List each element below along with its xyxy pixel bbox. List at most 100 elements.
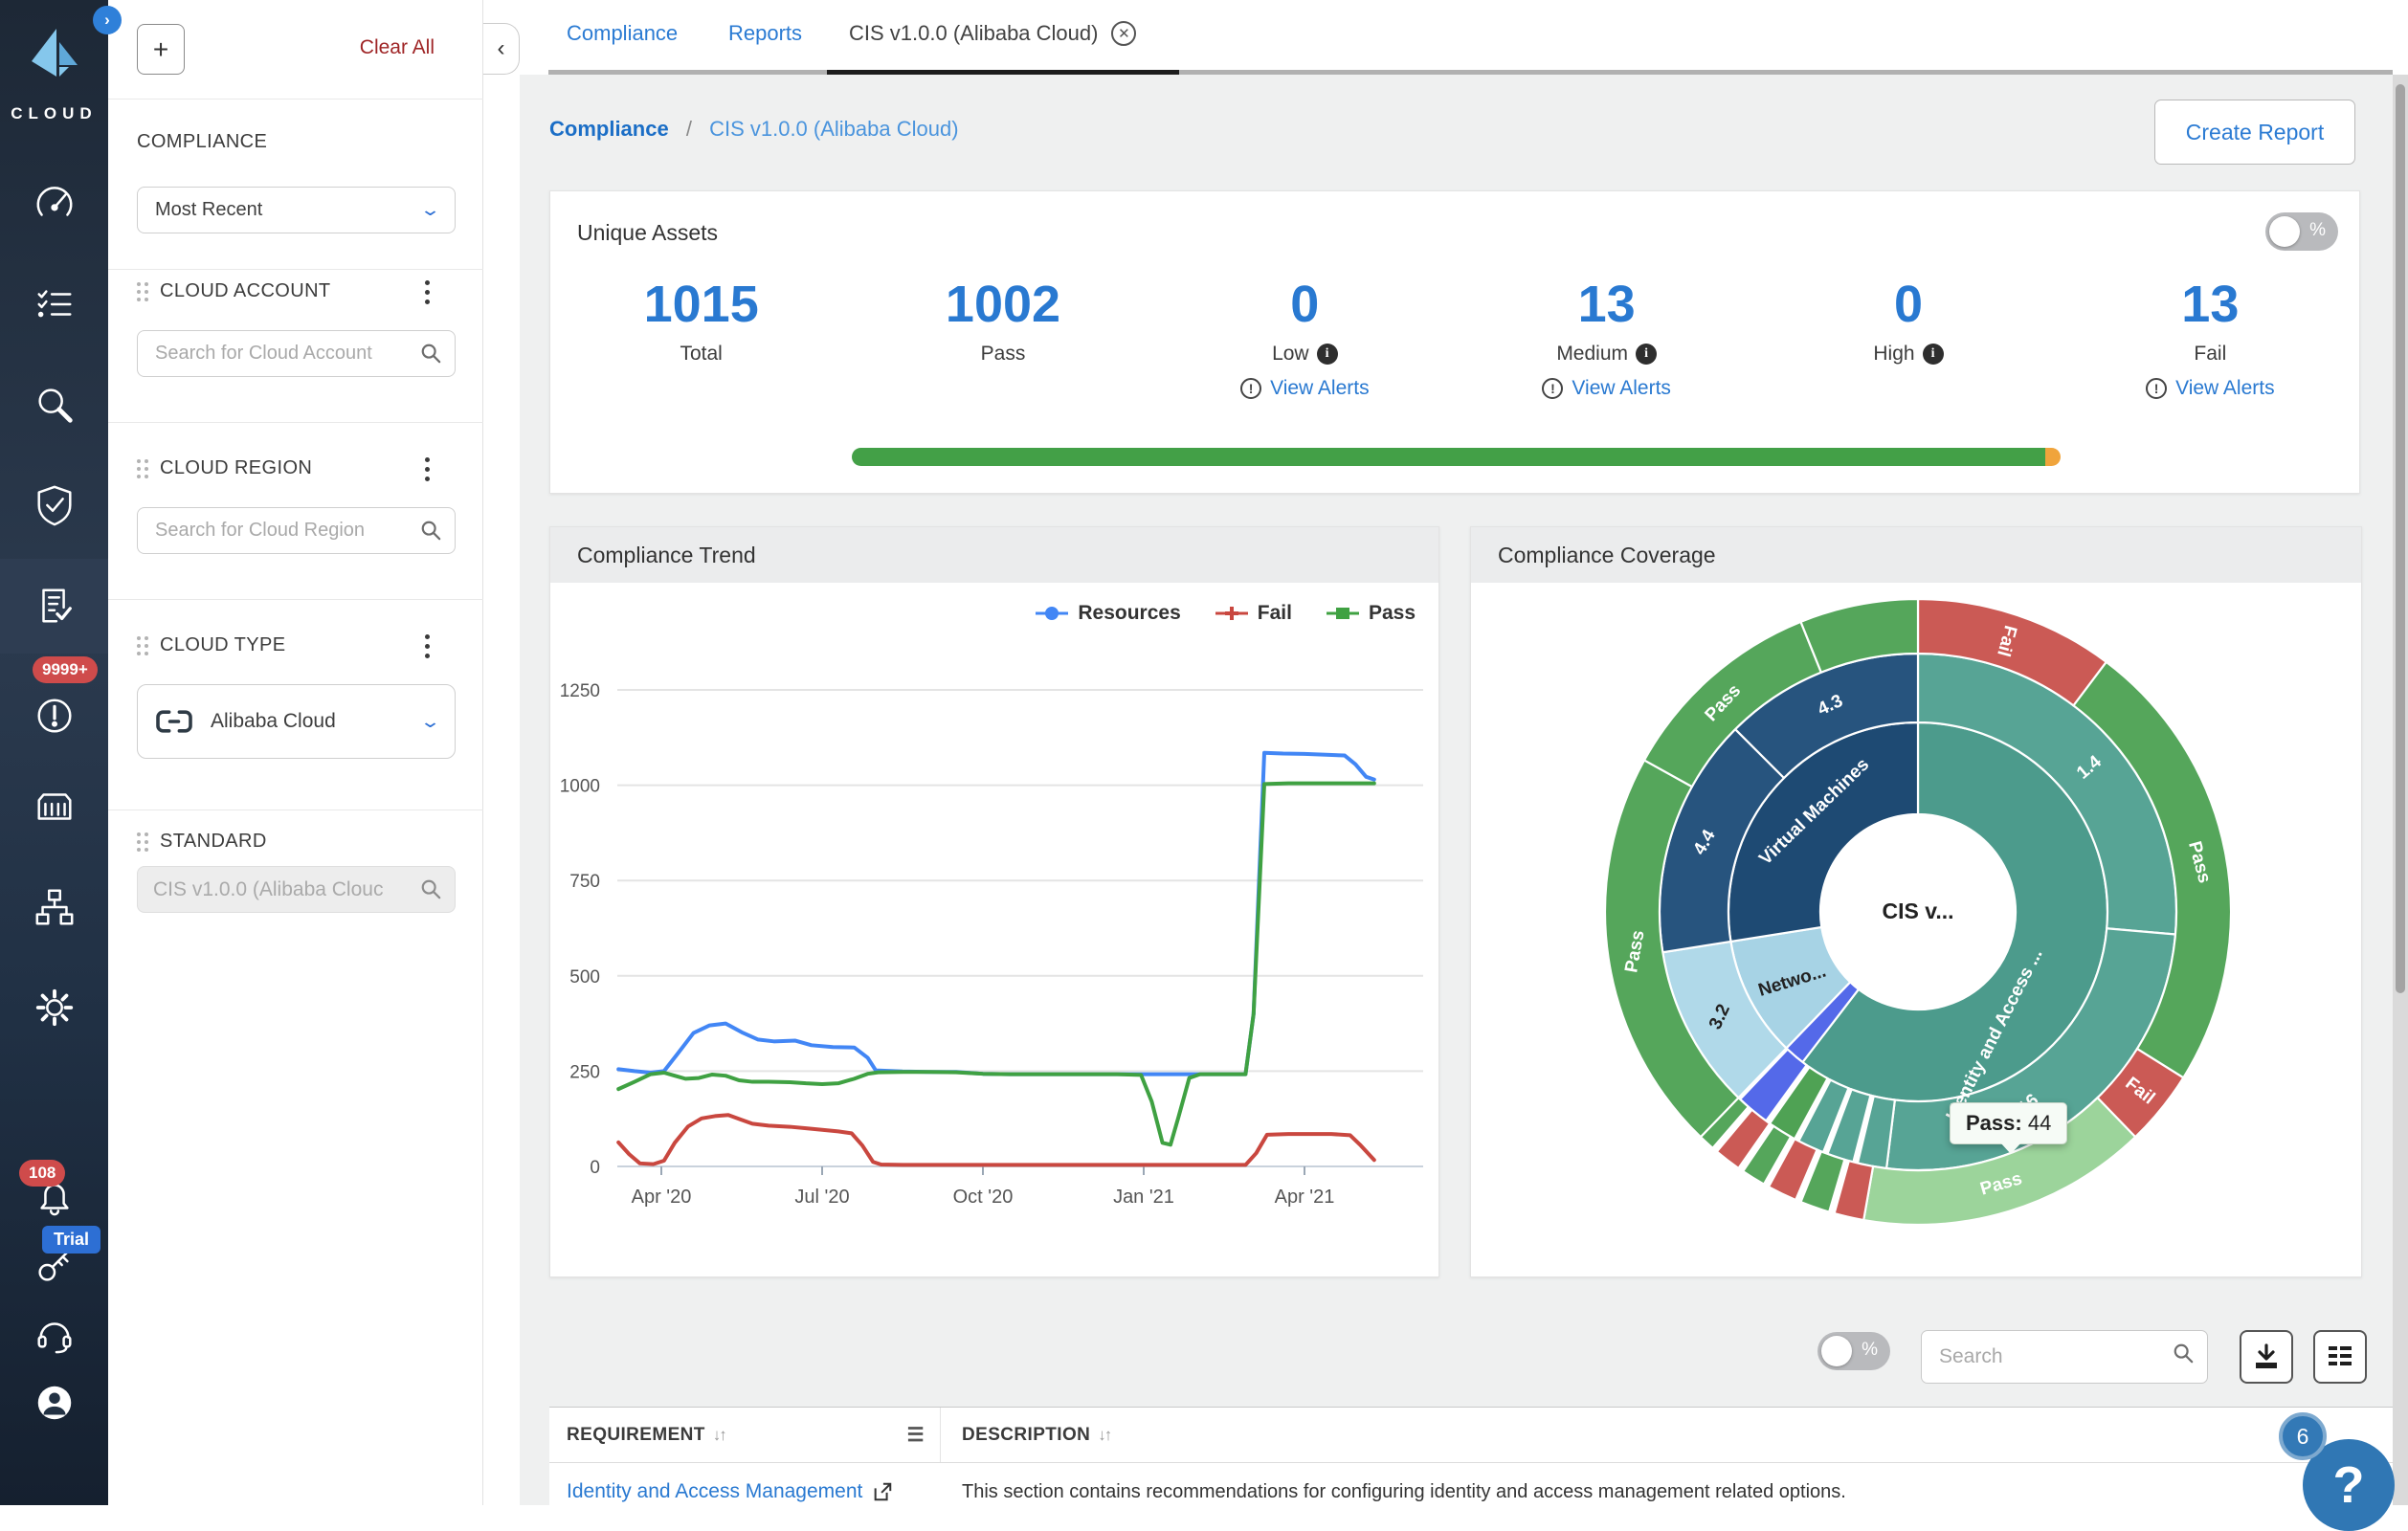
cloud-region-search-input[interactable] bbox=[138, 508, 455, 553]
tab-cis-label: CIS v1.0.0 (Alibaba Cloud) bbox=[849, 21, 1099, 45]
create-report-button[interactable]: Create Report bbox=[2154, 100, 2355, 165]
clear-all-filters-link[interactable]: Clear All bbox=[359, 36, 435, 58]
close-tab-icon[interactable]: ✕ bbox=[1111, 21, 1137, 46]
drag-handle-icon[interactable] bbox=[137, 635, 148, 655]
info-icon[interactable]: i bbox=[1922, 344, 1944, 365]
stat-total-label: Total bbox=[680, 343, 723, 365]
stat-high-label: High bbox=[1873, 343, 1915, 365]
info-icon[interactable]: i bbox=[1636, 344, 1658, 365]
stat-pass-label: Pass bbox=[980, 343, 1026, 365]
breadcrumb-current: CIS v1.0.0 (Alibaba Cloud) bbox=[709, 117, 959, 141]
coverage-card-header: Compliance Coverage bbox=[1471, 527, 2361, 583]
compliance-trend-card: Compliance Trend Resources Fail Pass 0 25… bbox=[549, 526, 1439, 1277]
alert-exclamation-icon: ! bbox=[1542, 378, 1564, 399]
view-alerts-fail-label: View Alerts bbox=[2175, 377, 2275, 399]
compliance-coverage-card: Compliance Coverage Identity and Access … bbox=[1470, 526, 2362, 1277]
sidebar-item-policies[interactable] bbox=[0, 271, 108, 338]
stat-medium-value: 13 bbox=[1577, 276, 1636, 333]
sidebar-item-support[interactable] bbox=[0, 1300, 108, 1367]
stat-low-value: 0 bbox=[1290, 276, 1320, 333]
sunburst-tooltip: Pass: 44 bbox=[1950, 1102, 2068, 1154]
cloud-type-menu-icon[interactable] bbox=[425, 634, 431, 661]
cloud-account-section-header: CLOUD ACCOUNT bbox=[137, 280, 455, 302]
sidebar-item-settings[interactable] bbox=[0, 974, 108, 1041]
sidebar-expand-button[interactable]: › bbox=[93, 6, 122, 34]
sidebar-item-containers[interactable] bbox=[0, 773, 108, 840]
app-sidebar: CLOUD 9999+ bbox=[0, 0, 122, 1505]
alert-exclamation-icon: ! bbox=[2146, 378, 2168, 399]
cloud-type-dropdown[interactable]: Alibaba Cloud ⌄ bbox=[137, 684, 456, 759]
scrollbar-thumb[interactable] bbox=[2396, 84, 2405, 993]
cloud-account-search bbox=[137, 330, 456, 377]
table-row[interactable]: Identity and Access Management This sect… bbox=[549, 1463, 2393, 1520]
chevron-down-icon: ⌄ bbox=[419, 200, 441, 219]
cloud-account-menu-icon[interactable] bbox=[425, 280, 431, 307]
download-button[interactable] bbox=[2240, 1330, 2293, 1384]
sidebar-item-notifications[interactable] bbox=[0, 1163, 108, 1230]
view-alerts-low-link[interactable]: ! View Alerts bbox=[1154, 377, 1456, 400]
drag-handle-icon[interactable] bbox=[137, 458, 148, 478]
alerts-count-badge: 9999+ bbox=[33, 656, 98, 683]
resources-marker-icon bbox=[1036, 607, 1069, 620]
divider bbox=[108, 99, 483, 100]
drag-handle-icon[interactable] bbox=[137, 832, 148, 852]
svg-text:Jan '21: Jan '21 bbox=[1113, 1187, 1174, 1208]
stat-medium: 13 Medium i ! View Alerts bbox=[1456, 276, 1757, 400]
sidebar-item-search[interactable] bbox=[0, 371, 108, 438]
trend-card-title: Compliance Trend bbox=[577, 542, 756, 567]
info-icon[interactable]: i bbox=[1316, 344, 1338, 365]
svg-text:Apr '20: Apr '20 bbox=[632, 1187, 692, 1208]
add-filter-button[interactable]: + bbox=[137, 24, 185, 75]
tab-reports[interactable]: Reports bbox=[728, 21, 803, 45]
column-menu-icon[interactable]: ☰ bbox=[906, 1425, 925, 1446]
view-alerts-fail-link[interactable]: ! View Alerts bbox=[2060, 377, 2361, 400]
requirement-link[interactable]: Identity and Access Management bbox=[567, 1480, 863, 1502]
table-search-input[interactable] bbox=[1922, 1331, 2207, 1383]
column-header-requirement[interactable]: REQUIREMENT ↓↑ ☰ bbox=[549, 1408, 941, 1462]
page-scrollbar[interactable] bbox=[2393, 75, 2408, 1505]
legend-resources[interactable]: Resources bbox=[1036, 602, 1181, 625]
unique-assets-percent-toggle[interactable]: % bbox=[2265, 212, 2338, 251]
trend-line-chart[interactable]: 0 250 500 750 1000 1250 Apr '20 Jul '20 Oct '20 J… bbox=[550, 632, 1440, 1264]
requirements-table: REQUIREMENT ↓↑ ☰ DESCRIPTION ↓↑ Identity… bbox=[549, 1407, 2393, 1520]
filter-panel-collapse-button[interactable]: ‹ bbox=[483, 23, 520, 75]
view-alerts-medium-link[interactable]: ! View Alerts bbox=[1456, 377, 1757, 400]
app-logo[interactable]: CLOUD bbox=[0, 27, 108, 123]
breadcrumb-compliance[interactable]: Compliance bbox=[549, 117, 669, 141]
active-nav-highlight bbox=[0, 559, 108, 654]
coverage-sunburst-chart[interactable]: Identity and Access ...Netwo...Virtual M… bbox=[1471, 583, 2363, 1277]
stat-fail: 13 Fail ! View Alerts bbox=[2060, 276, 2361, 400]
column-settings-button[interactable] bbox=[2313, 1330, 2367, 1384]
sort-icon[interactable]: ↓↑ bbox=[1098, 1425, 1112, 1444]
sidebar-item-compliance-active[interactable] bbox=[0, 572, 108, 639]
cloud-region-menu-icon[interactable] bbox=[425, 457, 431, 484]
fail-marker-icon bbox=[1215, 607, 1248, 620]
svg-text:Oct '20: Oct '20 bbox=[953, 1187, 1014, 1208]
sidebar-item-profile[interactable] bbox=[0, 1369, 108, 1436]
tab-compliance[interactable]: Compliance bbox=[567, 21, 679, 45]
tab-cis-standard[interactable]: CIS v1.0.0 (Alibaba Cloud) ✕ bbox=[849, 21, 1137, 46]
compliance-report-icon bbox=[41, 588, 72, 623]
alibaba-cloud-icon bbox=[156, 710, 192, 733]
stat-pass: 1002 Pass bbox=[852, 276, 1153, 400]
sort-icon[interactable]: ↓↑ bbox=[712, 1425, 727, 1444]
sidebar-item-network[interactable] bbox=[0, 874, 108, 941]
cloud-account-search-input[interactable] bbox=[138, 331, 455, 376]
search-icon bbox=[420, 343, 441, 364]
column-header-description[interactable]: DESCRIPTION ↓↑ bbox=[941, 1425, 2393, 1446]
help-notification-badge: 6 bbox=[2279, 1412, 2327, 1460]
legend-fail[interactable]: Fail bbox=[1215, 602, 1292, 625]
sidebar-item-dashboard[interactable] bbox=[0, 170, 108, 237]
legend-pass[interactable]: Pass bbox=[1326, 602, 1416, 625]
drag-handle-icon[interactable] bbox=[137, 281, 148, 301]
sidebar-item-alerts[interactable] bbox=[0, 682, 108, 749]
cloud-region-section-header: CLOUD REGION bbox=[137, 457, 455, 479]
sort-dropdown[interactable]: Most Recent ⌄ bbox=[137, 187, 456, 233]
alert-exclamation-icon: ! bbox=[1240, 378, 1262, 399]
svg-text:Jul '20: Jul '20 bbox=[794, 1187, 849, 1208]
sidebar-item-security[interactable] bbox=[0, 472, 108, 539]
table-percent-toggle[interactable]: % bbox=[1817, 1332, 1890, 1370]
legend-resources-label: Resources bbox=[1078, 602, 1181, 624]
search-icon bbox=[2173, 1342, 2194, 1364]
standard-filter-input[interactable] bbox=[138, 867, 455, 912]
